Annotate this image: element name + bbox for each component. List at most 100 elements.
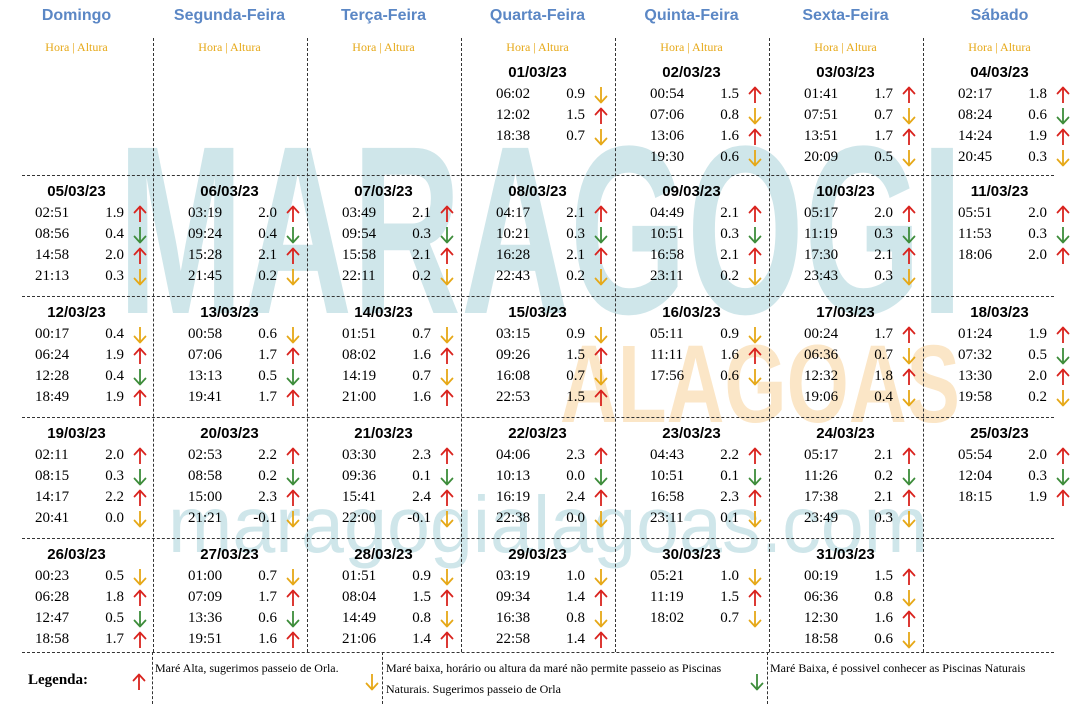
arrow-up-icon bbox=[900, 488, 918, 508]
tide-entry: 09:36 0.1 bbox=[307, 468, 460, 489]
svg-text:MARAGOGI: MARAGOGI bbox=[118, 128, 963, 318]
tide-entry: 12:32 1.8 bbox=[769, 368, 922, 389]
tide-time: 14:19 bbox=[342, 368, 377, 384]
tide-time: 22:43 bbox=[496, 268, 531, 284]
tide-height: 2.0 bbox=[1028, 205, 1047, 221]
tide-time: 18:06 bbox=[958, 247, 993, 263]
tide-entry: 22:38 0.0 bbox=[461, 510, 614, 531]
date-label: 23/03/23 bbox=[662, 425, 721, 442]
tide-entry: 04:43 2.2 bbox=[615, 447, 768, 468]
tide-height: 2.1 bbox=[720, 247, 739, 263]
tide-entry: 12:28 0.4 bbox=[0, 368, 153, 389]
tide-time: 02:53 bbox=[188, 447, 223, 463]
day-cell: 21/03/23 03:30 2.3 09:36 0.1 15:41 2.4 22:00 -0.… bbox=[307, 417, 460, 538]
arrow-down-yellow-icon bbox=[438, 509, 456, 529]
tide-time: 03:49 bbox=[342, 205, 377, 221]
tide-time: 20:45 bbox=[958, 149, 993, 165]
arrow-up-icon bbox=[131, 630, 149, 650]
tide-entry: 16:08 0.7 bbox=[461, 368, 614, 389]
tide-time: 07:51 bbox=[804, 107, 839, 123]
arrow-down-green-icon bbox=[131, 467, 149, 487]
weekday-label: Sexta-Feira bbox=[802, 7, 889, 24]
tide-time: 22:38 bbox=[496, 510, 531, 526]
arrow-down-yellow-icon bbox=[592, 127, 610, 147]
tide-time: 13:06 bbox=[650, 128, 685, 144]
tide-time: 00:54 bbox=[650, 86, 685, 102]
tide-height: 1.9 bbox=[1028, 326, 1047, 342]
tide-entry: 18:58 0.6 bbox=[769, 631, 922, 652]
date-label: 12/03/23 bbox=[47, 304, 106, 321]
watermark-maragogi: MARAGOGI bbox=[118, 128, 963, 318]
tide-time: 23:49 bbox=[804, 510, 839, 526]
tide-entry: 21:13 0.3 bbox=[0, 268, 153, 289]
arrow-down-yellow-icon bbox=[900, 388, 918, 408]
tide-time: 05:17 bbox=[804, 447, 839, 463]
tide-height: 0.5 bbox=[258, 368, 277, 384]
tide-entry: 01:24 1.9 bbox=[923, 326, 1074, 347]
tide-height: 0.1 bbox=[412, 468, 431, 484]
tide-entry: 01:41 1.7 bbox=[769, 86, 922, 107]
arrow-up-icon bbox=[592, 346, 610, 366]
tide-time: 16:19 bbox=[496, 489, 531, 505]
tide-entry: 05:54 2.0 bbox=[923, 447, 1074, 468]
tide-time: 12:04 bbox=[958, 468, 993, 484]
date-label: 25/03/23 bbox=[970, 425, 1029, 442]
tide-entry: 10:21 0.3 bbox=[461, 226, 614, 247]
tide-entry: 04:49 2.1 bbox=[615, 205, 768, 226]
tide-entry: 01:51 0.9 bbox=[307, 568, 460, 589]
tide-height: 0.6 bbox=[874, 631, 893, 647]
tide-entry: 13:13 0.5 bbox=[153, 368, 306, 389]
arrow-down-yellow-icon bbox=[131, 567, 149, 587]
arrow-down-yellow-icon bbox=[746, 267, 764, 287]
tide-height: 0.4 bbox=[105, 226, 124, 242]
tide-entry: 15:41 2.4 bbox=[307, 489, 460, 510]
tide-time: 10:51 bbox=[650, 468, 685, 484]
date-label: 13/03/23 bbox=[200, 304, 259, 321]
date-label: 18/03/23 bbox=[970, 304, 1029, 321]
legend-title: Legenda: bbox=[28, 672, 88, 688]
tide-entry: 04:17 2.1 bbox=[461, 205, 614, 226]
tide-entry: 02:53 2.2 bbox=[153, 447, 306, 468]
arrow-up-icon bbox=[592, 204, 610, 224]
date-label: 03/03/23 bbox=[816, 64, 875, 81]
grid-divider bbox=[461, 38, 462, 652]
tide-entry: 09:24 0.4 bbox=[153, 226, 306, 247]
tide-time: 12:30 bbox=[804, 610, 839, 626]
tide-height: 0.4 bbox=[105, 368, 124, 384]
tide-height: 0.3 bbox=[874, 268, 893, 284]
tide-time: 04:49 bbox=[650, 205, 685, 221]
tide-entry: 05:21 1.0 bbox=[615, 568, 768, 589]
arrow-up-icon bbox=[438, 246, 456, 266]
date-label: 11/03/23 bbox=[970, 183, 1029, 200]
tide-entry: 11:26 0.2 bbox=[769, 468, 922, 489]
arrow-up-icon bbox=[746, 588, 764, 608]
arrow-down-yellow-icon bbox=[438, 325, 456, 345]
tide-height: 0.2 bbox=[1028, 389, 1047, 405]
arrow-down-yellow-icon bbox=[284, 509, 302, 529]
arrow-down-yellow-icon bbox=[900, 588, 918, 608]
grid-divider bbox=[22, 417, 1054, 418]
tide-height: -0.1 bbox=[407, 510, 431, 526]
tide-time: 08:02 bbox=[342, 347, 377, 363]
tide-height: 0.3 bbox=[105, 268, 124, 284]
date-label: 22/03/23 bbox=[508, 425, 567, 442]
arrow-down-yellow-icon bbox=[284, 325, 302, 345]
date-label: 31/03/23 bbox=[816, 546, 875, 563]
tide-height: 0.8 bbox=[566, 610, 585, 626]
tide-height: 0.0 bbox=[566, 468, 585, 484]
arrow-up-icon bbox=[900, 609, 918, 629]
day-cell: Hora | Altura 01/03/23 06:02 0.9 12:02 1.5 18:… bbox=[461, 36, 614, 175]
arrow-up-icon bbox=[1054, 325, 1072, 345]
legend-text: Maré Alta, sugerimos passeio de Orla. bbox=[155, 661, 339, 675]
arrow-up-icon bbox=[131, 588, 149, 608]
tide-time: 18:58 bbox=[35, 631, 70, 647]
tide-entry: 15:58 2.1 bbox=[307, 247, 460, 268]
tide-entry: 06:36 0.7 bbox=[769, 347, 922, 368]
arrow-up-icon bbox=[284, 488, 302, 508]
arrow-down-green-icon bbox=[1054, 467, 1072, 487]
arrow-down-yellow-icon bbox=[284, 567, 302, 587]
tide-entry: 12:04 0.3 bbox=[923, 468, 1074, 489]
arrow-down-green-icon bbox=[438, 467, 456, 487]
tide-time: 05:51 bbox=[958, 205, 993, 221]
tide-entry: 10:51 0.3 bbox=[615, 226, 768, 247]
